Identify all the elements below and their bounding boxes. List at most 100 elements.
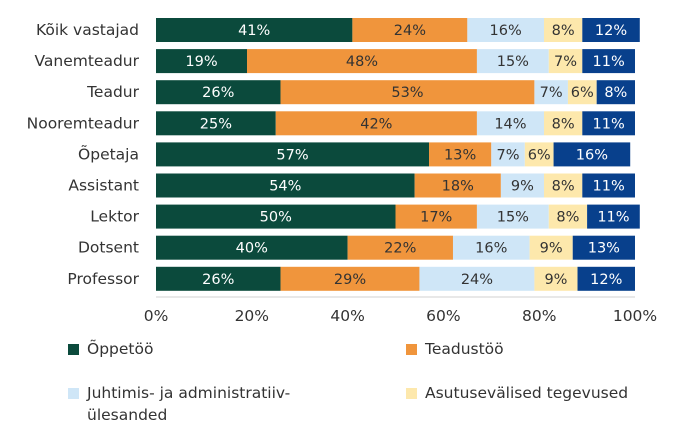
bar-segment-s3	[534, 266, 578, 291]
data-label: 15%	[497, 210, 529, 226]
bar-segment-s0	[156, 173, 415, 198]
data-label: 8%	[552, 23, 575, 39]
data-label: 48%	[346, 54, 378, 70]
bar-segment-s0	[156, 204, 396, 229]
data-label: 29%	[334, 272, 366, 288]
data-label: 13%	[588, 241, 620, 257]
data-label: 11%	[593, 54, 625, 70]
bar-segment-s2	[476, 49, 549, 74]
bar-segment-s2	[500, 173, 544, 198]
data-label: 26%	[202, 272, 234, 288]
bar-segment-s2	[534, 80, 568, 105]
data-label: 50%	[260, 210, 292, 226]
category-label: Vanemteadur	[34, 52, 139, 70]
bar-segment-s4	[582, 18, 640, 42]
bar-segment-s0	[156, 235, 348, 260]
data-label: 11%	[593, 116, 625, 132]
x-tick-label: 0%	[144, 307, 169, 325]
data-label: 24%	[461, 272, 493, 288]
data-label: 40%	[236, 241, 268, 257]
bar-segment-s2	[452, 235, 530, 260]
bar-segment-s4	[582, 173, 635, 198]
bar-segment-s4	[553, 142, 631, 167]
x-tick-label: 80%	[522, 307, 556, 325]
category-label: Õpetaja	[78, 144, 139, 163]
bar-segment-s4	[582, 49, 635, 74]
category-label: Teadur	[86, 83, 140, 101]
data-label: 8%	[552, 116, 575, 132]
data-label: 8%	[556, 210, 579, 226]
data-label: 12%	[590, 272, 622, 288]
bar-segment-s3	[543, 173, 583, 198]
category-label: Dotsent	[78, 239, 139, 257]
bar-segment-s4	[582, 111, 635, 136]
x-tick-label: 20%	[235, 307, 269, 325]
category-label: Professor	[67, 270, 139, 288]
data-label: 11%	[593, 179, 625, 195]
data-label: 54%	[269, 179, 301, 195]
data-label: 16%	[490, 23, 522, 39]
bar-segment-s1	[275, 111, 477, 136]
category-label: Lektor	[90, 208, 139, 226]
bar-segment-s1	[395, 204, 477, 229]
bar-segment-s3	[567, 80, 597, 105]
data-label: 7%	[554, 54, 577, 70]
bar-segment-s1	[414, 173, 501, 198]
data-label: 7%	[497, 147, 520, 163]
data-label: 17%	[420, 210, 452, 226]
data-label: 7%	[540, 85, 563, 101]
bar-segment-s1	[247, 49, 477, 74]
category-labels: Kõik vastajad Vanemteadur Teadur Nooremtead…	[27, 21, 140, 288]
bar-segment-s0	[156, 266, 281, 291]
category-label: Nooremteadur	[27, 114, 140, 132]
data-label: 9%	[540, 241, 563, 257]
x-tick-label: 40%	[330, 307, 364, 325]
bar-segment-s4	[596, 80, 635, 105]
data-label: 9%	[544, 272, 567, 288]
data-label: 15%	[497, 54, 529, 70]
data-label: 19%	[185, 54, 217, 70]
bar-segment-s0	[156, 111, 276, 136]
data-label: 24%	[394, 23, 426, 39]
data-label: 9%	[511, 179, 534, 195]
bar-segment-s3	[524, 142, 554, 167]
data-label: 11%	[597, 210, 629, 226]
bar-segment-s0	[156, 142, 430, 167]
data-label: 18%	[442, 179, 474, 195]
data-label: 22%	[384, 241, 416, 257]
bar-segment-s0	[156, 18, 353, 42]
bar-segment-s1	[280, 266, 420, 291]
bar-segment-s2	[476, 204, 549, 229]
bar-segment-s0	[156, 80, 281, 105]
data-label: 12%	[595, 23, 627, 39]
bar-segment-s2	[419, 266, 535, 291]
bars-group: 41% 24% 16% 8% 12%19% 48% 15% 7% 11%26% 53% 7% 6% 8%…	[156, 18, 640, 291]
bar-segment-s2	[491, 142, 525, 167]
bar-segment-s4	[587, 204, 640, 229]
bar-segment-s1	[280, 80, 535, 105]
bar-segment-s0	[156, 49, 248, 74]
x-tick-label: 60%	[426, 307, 460, 325]
data-label: 8%	[604, 85, 627, 101]
bar-segment-s3	[548, 204, 588, 229]
data-label: 25%	[200, 116, 232, 132]
data-label: 53%	[391, 85, 423, 101]
data-label: 14%	[494, 116, 526, 132]
bar-segment-s3	[529, 235, 573, 260]
bar-segment-s3	[543, 18, 583, 42]
category-label: Assistant	[68, 177, 139, 195]
bar-segment-s3	[548, 49, 583, 74]
data-label: 57%	[276, 147, 308, 163]
data-label: 13%	[444, 147, 476, 163]
x-axis: 0% 20% 40% 60% 80% 100%	[144, 296, 657, 325]
data-label: 16%	[576, 147, 608, 163]
data-label: 26%	[202, 85, 234, 101]
x-tick-label: 100%	[613, 307, 657, 325]
data-label: 8%	[552, 179, 575, 195]
data-label: 41%	[238, 23, 270, 39]
bar-segment-s2	[476, 111, 544, 136]
data-label: 6%	[528, 147, 551, 163]
category-label: Kõik vastajad	[36, 21, 139, 39]
data-label: 16%	[475, 241, 507, 257]
